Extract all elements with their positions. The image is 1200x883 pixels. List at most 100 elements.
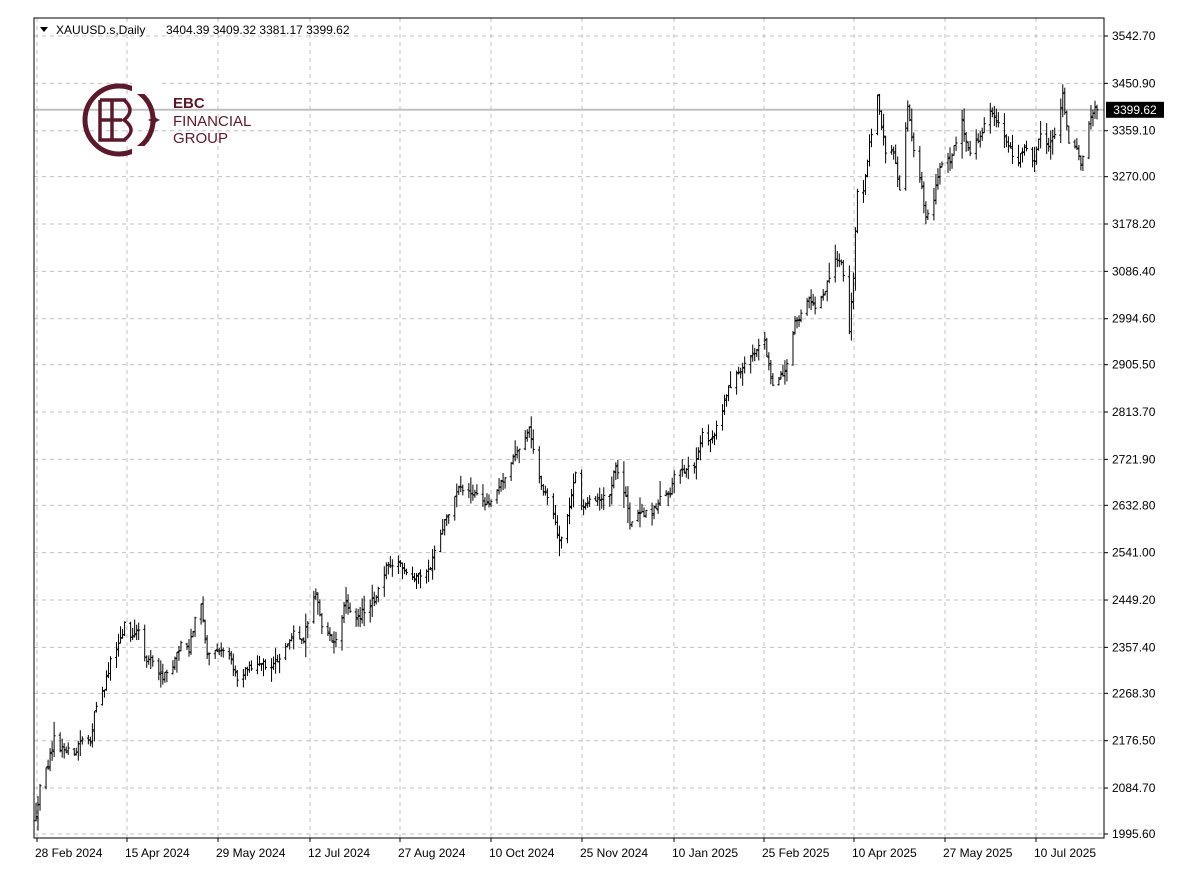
ohlc-bar (46, 759, 50, 770)
ohlc-bar (326, 622, 330, 637)
ohlc-bar (729, 371, 733, 389)
y-tick-label: 2994.60 (1112, 312, 1156, 326)
ohlc-bar (503, 477, 507, 489)
ohlc-bar (654, 503, 658, 510)
ohlc-bar (270, 658, 274, 682)
ohlc-bar (954, 136, 958, 152)
ohlc-bar (241, 669, 245, 688)
ohlc-bar (358, 607, 362, 628)
ohlc-bar (179, 640, 183, 652)
ohlc-bar (278, 653, 282, 674)
ohlc-bar (700, 428, 704, 448)
ohlc-bar (783, 360, 787, 385)
x-tick-label: 27 May 2025 (943, 846, 1013, 860)
ohlc-bar (892, 146, 896, 160)
ohlc-bar (559, 536, 563, 549)
ohlc-bar (302, 637, 306, 644)
ohlc-bar (292, 625, 296, 650)
ohlc-bar (884, 135, 888, 164)
ohlc-bar (429, 566, 433, 571)
ohlc-bar (286, 643, 290, 648)
ohlc-bar (721, 404, 725, 431)
x-tick-label: 10 Jan 2025 (672, 846, 738, 860)
y-tick-label: 2541.00 (1112, 546, 1156, 560)
ohlc-bar (396, 555, 400, 574)
ohlc-bar (52, 721, 56, 757)
ohlc-bar (749, 354, 753, 374)
y-tick-label: 3542.70 (1112, 29, 1156, 43)
ohlc-bar (137, 622, 141, 641)
x-tick-label: 27 Aug 2024 (398, 846, 466, 860)
y-tick-label: 2449.20 (1112, 593, 1156, 607)
ohlc-bar (1021, 147, 1025, 163)
ohlc-bar (400, 562, 404, 580)
ohlc-bars (34, 84, 1099, 831)
ohlc-bar (515, 446, 519, 459)
ohlc-bar (557, 525, 561, 557)
ohlc-bar (582, 499, 586, 516)
ohlc-bar (360, 598, 364, 624)
ohlc-bar (469, 477, 473, 504)
ohlc-bar (157, 658, 161, 681)
ohlc-bar (1025, 140, 1029, 152)
ohlc-bar (433, 545, 437, 571)
ohlc-bar (90, 723, 94, 748)
ohlc-bar (439, 529, 443, 553)
ohlc-bar (1039, 121, 1043, 149)
ohlc-bar (809, 289, 813, 310)
ohlc-bar (636, 509, 640, 522)
ohlc-bar (161, 663, 165, 685)
ohlc-bar (123, 621, 127, 637)
ohlc-bar (696, 447, 700, 460)
y-tick-label: 3270.00 (1112, 170, 1156, 184)
ohlc-bar (588, 495, 592, 507)
ohlc-bar (727, 385, 731, 402)
y-tick-label: 2176.50 (1112, 734, 1156, 748)
ohlc-bar (300, 638, 304, 644)
ohlc-bar (372, 591, 376, 607)
ohlc-bar (596, 493, 600, 507)
ohlc-bar (205, 635, 209, 659)
y-tick-label: 2084.70 (1112, 781, 1156, 795)
ohlc-bar (527, 426, 531, 438)
ohlc-bar (34, 802, 38, 822)
dropdown-triangle-icon[interactable] (40, 27, 48, 32)
ohlc-bar (1053, 127, 1057, 139)
ohlc-bar (938, 163, 942, 185)
ohlc-bar (819, 295, 823, 309)
ohlc-bar (165, 669, 169, 683)
ohlc-bar (898, 175, 902, 191)
ohlc-bar (390, 559, 394, 577)
ohlc-bar (131, 627, 135, 641)
ohlc-bar (821, 289, 825, 301)
x-tick-label: 10 Jul 2025 (1034, 846, 1096, 860)
ohlc-bar (342, 601, 346, 624)
ohlc-bar (499, 479, 503, 492)
ohlc-bar (797, 315, 801, 327)
ohlc-bar (453, 496, 457, 521)
ohlc-bar (811, 293, 815, 307)
ohlc-bar (763, 332, 767, 350)
ohlc-bar (410, 566, 414, 581)
ohlc-bar (769, 360, 773, 385)
ohlc-bar (517, 448, 521, 464)
ohlc-bar (354, 608, 358, 627)
ohlc-bar (968, 140, 972, 157)
ohlc-bar (841, 260, 845, 282)
ohlc-bar (115, 642, 119, 668)
ohlc-bar (264, 659, 268, 670)
ohlc-bar (551, 493, 555, 520)
ohlc-bar (38, 783, 42, 811)
ohlc-bar (88, 736, 92, 747)
ohlc-bar (78, 730, 82, 757)
ohlc-bar (568, 497, 572, 525)
ohlc-bar (100, 686, 104, 706)
ohlc-bar (213, 650, 217, 659)
ohlc-bar (523, 430, 527, 451)
ohlc-bar (529, 416, 533, 449)
symbol-label: XAUUSD.s,Daily (56, 23, 145, 37)
ohlc-bar (835, 251, 839, 268)
ohlc-bar (1081, 155, 1085, 171)
ohlc-bar (672, 470, 676, 494)
